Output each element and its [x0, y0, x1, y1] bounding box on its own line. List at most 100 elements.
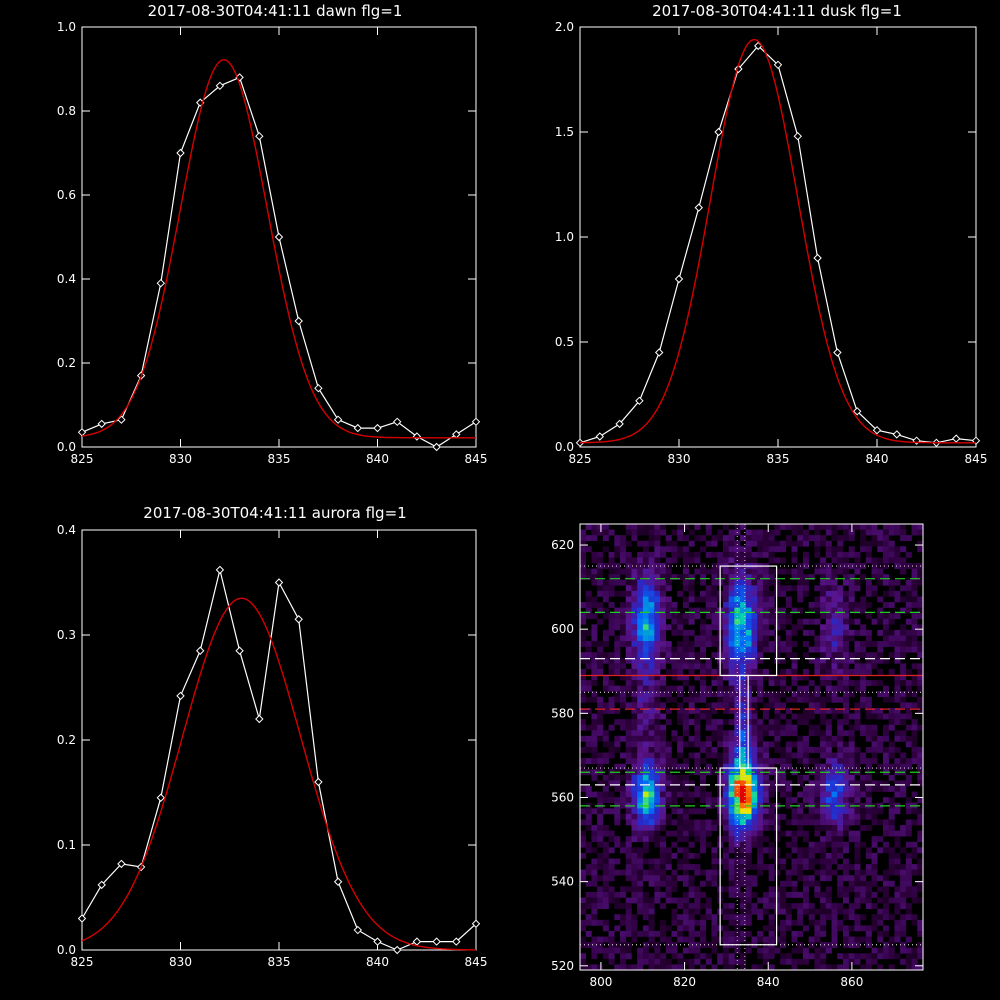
heatmap-cell [580, 657, 587, 664]
heatmap-cell [700, 925, 707, 932]
heatmap-cell [700, 652, 707, 659]
heatmap-cell [900, 629, 907, 636]
heatmap-cell [585, 607, 592, 614]
heatmap-cell [768, 551, 775, 558]
heatmap-cell [877, 574, 884, 581]
heatmap-cell [894, 763, 901, 770]
heatmap-cell [580, 641, 587, 647]
heatmap-cell [648, 936, 655, 943]
heatmap-cell [905, 819, 912, 826]
heatmap-cell [900, 752, 907, 759]
heatmap-cell [745, 886, 752, 893]
heatmap-cell [877, 964, 884, 971]
heatmap-cell [614, 747, 621, 753]
heatmap-cell [780, 903, 787, 909]
heatmap-cell [808, 847, 815, 854]
heatmap-cell [860, 825, 867, 831]
heatmap-cell [740, 852, 747, 859]
heatmap-cell [820, 858, 827, 865]
heatmap-cell [700, 953, 707, 960]
heatmap-cell [751, 735, 758, 742]
heatmap-cell [808, 602, 815, 608]
heatmap-cell [734, 836, 741, 843]
heatmap-cell [637, 730, 644, 737]
heatmap-cell [877, 930, 884, 937]
heatmap-cell [774, 696, 781, 703]
heatmap-cell [620, 691, 627, 698]
heatmap-cell [762, 936, 769, 943]
heatmap-cell [728, 702, 735, 709]
heatmap-cell [665, 769, 672, 776]
heatmap-cell [620, 774, 627, 781]
heatmap-cell [854, 747, 861, 753]
heatmap-cell [825, 808, 832, 815]
heatmap-cell [602, 852, 609, 859]
heatmap-cell [671, 657, 678, 664]
heatmap-cell [608, 858, 615, 865]
heatmap-cell [591, 741, 598, 748]
heatmap-cell [865, 925, 872, 932]
heatmap-cell [705, 897, 712, 904]
heatmap-cell [894, 529, 901, 536]
heatmap-cell [694, 674, 701, 681]
heatmap-cell [654, 702, 661, 709]
heatmap-cell [717, 953, 724, 960]
heatmap-cell [894, 930, 901, 937]
heatmap-cell [837, 724, 844, 731]
heatmap-cell [860, 808, 867, 815]
heatmap-cell [894, 713, 901, 720]
heatmap-cell [665, 774, 672, 781]
heatmap-cell [740, 524, 747, 530]
heatmap-cell [871, 590, 878, 597]
heatmap-cell [677, 813, 684, 820]
heatmap-cell [614, 942, 621, 949]
heatmap-cell [642, 713, 649, 720]
heatmap-cell [894, 596, 901, 603]
heatmap-cell [762, 540, 769, 547]
heatmap-cell [665, 964, 672, 971]
heatmap-cell [911, 702, 918, 709]
heatmap-cell [814, 797, 821, 804]
heatmap-cell [882, 825, 889, 831]
heatmap-cell [762, 607, 769, 614]
heatmap-cell [905, 735, 912, 742]
dawn-data-point [333, 415, 343, 424]
heatmap-cell [871, 891, 878, 898]
heatmap-cell [637, 774, 644, 781]
heatmap-cell [825, 852, 832, 859]
heatmap-cell [654, 791, 661, 798]
heatmap-cell [711, 535, 718, 542]
heatmap-cell [751, 936, 758, 943]
dusk-ytick-label: 0.0 [555, 440, 574, 454]
heatmap-cell [820, 747, 827, 753]
heatmap-cell [860, 953, 867, 960]
heatmap-cell [900, 680, 907, 686]
heatmap-cell [774, 607, 781, 614]
heatmap-cell [791, 551, 798, 558]
heatmap-cell [722, 958, 729, 965]
heatmap-cell [825, 646, 832, 653]
heatmap-cell [751, 535, 758, 542]
heatmap-cell [774, 680, 781, 686]
heatmap-cell [722, 663, 729, 670]
dusk-ytick-label: 1.0 [555, 230, 574, 244]
heatmap-cell [671, 919, 678, 926]
heatmap-cell [768, 546, 775, 553]
heatmap-cell [860, 869, 867, 876]
heatmap-cell [842, 551, 849, 558]
heatmap-cell [825, 696, 832, 703]
heatmap-cell [900, 546, 907, 553]
heatmap-cell [774, 724, 781, 731]
heatmap-cell [780, 668, 787, 675]
heatmap-cell [717, 763, 724, 770]
heatmap-cell [757, 964, 764, 971]
heatmap-cell [648, 680, 655, 686]
heatmap-cell [585, 741, 592, 748]
heatmap-cell [871, 585, 878, 592]
heatmap-cell [865, 964, 872, 971]
heatmap-cell [660, 774, 667, 781]
heatmap-cell [642, 641, 649, 647]
heatmap-cell [700, 568, 707, 575]
heatmap-cell [608, 836, 615, 843]
heatmap-cell [877, 652, 884, 659]
